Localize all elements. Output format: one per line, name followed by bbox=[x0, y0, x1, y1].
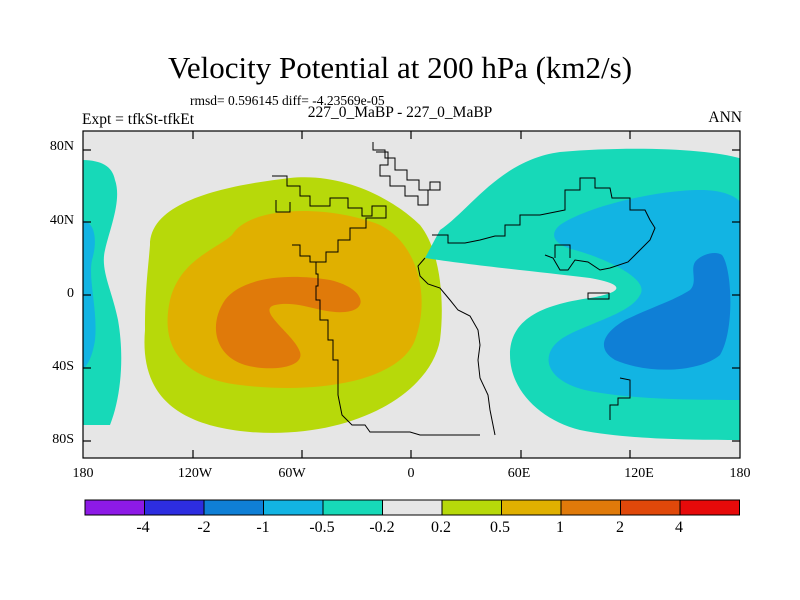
colorbar-label: -0.2 bbox=[369, 519, 395, 536]
africa-west-outline bbox=[417, 257, 496, 436]
colorbar-label: -2 bbox=[197, 519, 211, 536]
colorbar-swatch bbox=[679, 499, 740, 516]
lon-tick-label: 120E bbox=[624, 466, 654, 481]
greenland-outline bbox=[372, 142, 441, 206]
lat-tick-label: 0 bbox=[67, 286, 74, 301]
plot-frame bbox=[82, 130, 741, 459]
case-line: 227_0_MaBP - 227_0_MaBP bbox=[307, 104, 493, 121]
colorbar-label: -1 bbox=[256, 519, 270, 536]
colorbar-swatch bbox=[322, 499, 383, 516]
lon-tick-label: 120W bbox=[177, 466, 213, 481]
lat-tick-label: 80S bbox=[52, 432, 74, 447]
colorbar-swatch bbox=[560, 499, 621, 516]
contour-cyan-west-edge bbox=[83, 160, 122, 425]
colorbar-swatch bbox=[84, 499, 145, 516]
lat-tick-label: 80N bbox=[49, 139, 74, 154]
lon-tick-label: 180 bbox=[729, 466, 751, 481]
australia-outline bbox=[609, 377, 631, 420]
colorbar-swatch bbox=[203, 499, 264, 516]
colorbar-label: -0.5 bbox=[309, 519, 335, 536]
contour-orange-region bbox=[215, 276, 361, 369]
borneo-outline bbox=[587, 292, 610, 300]
coastlines bbox=[272, 142, 656, 436]
lon-tick-label: 60E bbox=[507, 466, 531, 481]
colorbar-swatch bbox=[382, 499, 443, 516]
colorbar-swatch bbox=[441, 499, 502, 516]
lon-tick-label: 60W bbox=[278, 466, 306, 481]
colorbar-label: -4 bbox=[136, 519, 150, 536]
colorbar-label: 0.5 bbox=[490, 519, 510, 536]
lat-tick-label: 40N bbox=[49, 213, 74, 228]
season-label: ANN bbox=[708, 109, 742, 126]
contour-map bbox=[83, 131, 740, 458]
expt-line: Expt = tfkSt-tfkEt bbox=[82, 111, 195, 128]
colorbar-swatch bbox=[501, 499, 562, 516]
stats-line: rmsd= 0.596145 diff= -4.23569e-05 bbox=[190, 93, 385, 108]
colorbar-label: 4 bbox=[675, 519, 683, 536]
colorbar-label: 0.2 bbox=[431, 519, 451, 536]
contour-blue-region bbox=[603, 252, 731, 370]
lon-tick-label: 0 bbox=[407, 466, 415, 481]
lat-tick-label: 40S bbox=[52, 359, 74, 374]
lon-tick-label: 180 bbox=[72, 466, 94, 481]
plot-title: Velocity Potential at 200 hPa (km2/s) bbox=[167, 50, 633, 85]
colorbar-label: 2 bbox=[616, 519, 624, 536]
india-outline bbox=[554, 244, 571, 258]
hudson-outline bbox=[275, 200, 291, 213]
eurasia-outline bbox=[432, 177, 656, 271]
americas-outline bbox=[272, 175, 480, 436]
colorbar-swatch bbox=[144, 499, 205, 516]
colorbar bbox=[84, 499, 740, 516]
colorbar-swatch bbox=[620, 499, 681, 516]
colorbar-label: 1 bbox=[556, 519, 564, 536]
colorbar-swatch bbox=[263, 499, 324, 516]
central-america-outline bbox=[292, 244, 325, 263]
